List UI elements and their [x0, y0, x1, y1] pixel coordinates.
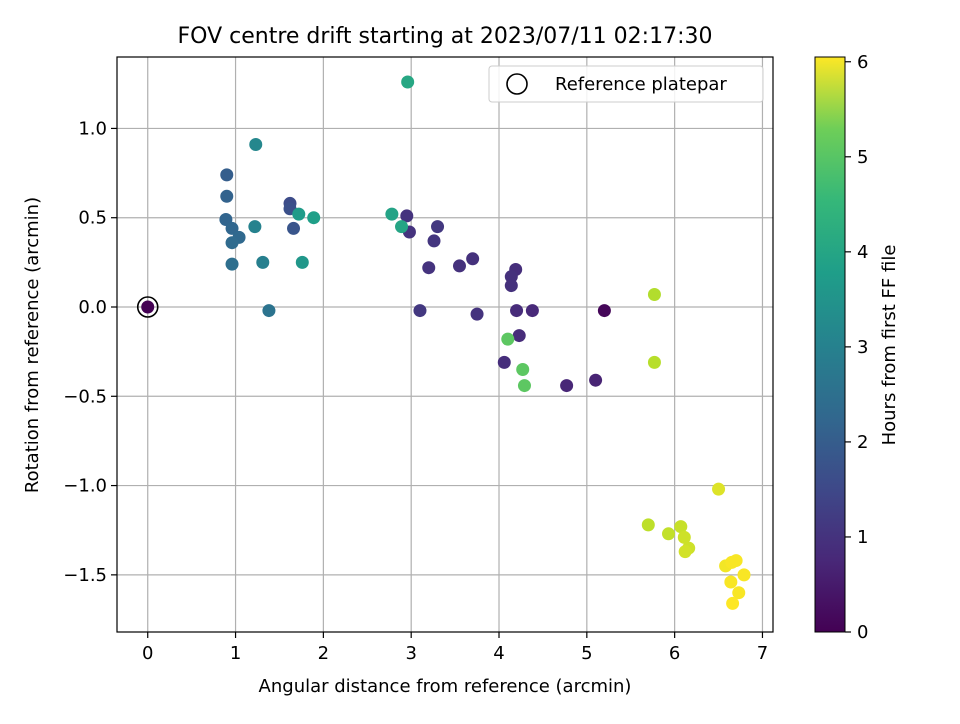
- data-point: [452, 259, 466, 273]
- data-point: [385, 207, 399, 221]
- data-point: [504, 270, 518, 284]
- data-point: [220, 189, 234, 203]
- data-point: [295, 255, 309, 269]
- data-point: [729, 554, 743, 568]
- data-point: [287, 221, 301, 235]
- y-tick-label: −1.5: [63, 565, 107, 586]
- x-tick-label: 6: [669, 643, 680, 664]
- y-axis-label: Rotation from reference (arcmin): [22, 197, 43, 493]
- x-tick-label: 7: [757, 643, 768, 664]
- data-point: [589, 373, 603, 387]
- reference-platepar-marker: [136, 296, 159, 318]
- x-axis-label: Angular distance from reference (arcmin): [259, 676, 632, 697]
- data-point: [677, 530, 691, 544]
- data-point: [307, 211, 321, 225]
- data-point: [512, 329, 526, 343]
- data-point: [647, 355, 661, 369]
- chart-title: FOV centre drift starting at 2023/07/11 …: [178, 24, 713, 49]
- data-point: [248, 220, 262, 234]
- legend: Reference platepar: [488, 65, 764, 103]
- colorbar-label: Hours from first FF file: [879, 245, 900, 446]
- data-point: [724, 575, 738, 589]
- data-point: [678, 545, 692, 559]
- data-point: [292, 207, 306, 221]
- data-point: [641, 518, 655, 532]
- data-point: [516, 363, 530, 376]
- data-point: [504, 279, 518, 293]
- data-point: [597, 304, 611, 318]
- colorbar-tick-label: 1: [857, 527, 868, 548]
- y-tick-label: −0.5: [63, 386, 107, 407]
- data-point: [647, 288, 661, 301]
- data-point: [560, 379, 574, 393]
- x-tick-label: 1: [230, 643, 241, 664]
- data-point: [726, 596, 740, 610]
- y-axis-ticks: −1.5 −1.0 −0.5 0.0 0.5 1.0: [63, 118, 117, 586]
- grid: [117, 57, 773, 632]
- data-point: [427, 234, 441, 248]
- data-point: [413, 304, 427, 318]
- data-point: [501, 332, 515, 346]
- colorbar-tick-label: 3: [857, 337, 868, 358]
- data-point: [400, 209, 414, 223]
- data-point: [249, 138, 263, 151]
- legend-reference-marker-icon: [506, 73, 528, 95]
- x-tick-label: 4: [493, 643, 504, 664]
- data-point: [737, 568, 751, 582]
- data-point: [510, 304, 524, 318]
- data-point: [225, 257, 239, 271]
- x-tick-label: 3: [405, 643, 416, 664]
- x-tick-label: 2: [318, 643, 329, 664]
- data-point: [422, 261, 436, 275]
- data-point: [470, 307, 484, 321]
- colorbar-ticks: 0 1 2 3 4 5 6: [845, 52, 868, 643]
- colorbar-tick-label: 4: [857, 242, 868, 263]
- data-point: [466, 252, 480, 266]
- data-point: [525, 304, 539, 318]
- data-point: [497, 355, 511, 369]
- colorbar-tick-label: 5: [857, 147, 868, 168]
- colorbar-tick-label: 0: [857, 622, 868, 643]
- data-point: [732, 586, 746, 600]
- data-point: [225, 236, 239, 250]
- y-tick-label: 0.0: [78, 297, 107, 318]
- data-point: [401, 75, 415, 89]
- x-tick-label: 5: [581, 643, 592, 664]
- colorbar-tick-label: 2: [857, 432, 868, 453]
- legend-entry-reference: Reference platepar: [555, 74, 727, 95]
- data-points: [136, 75, 751, 610]
- data-point: [395, 220, 409, 234]
- x-tick-label: 0: [142, 643, 153, 664]
- data-point: [712, 482, 726, 496]
- data-point: [661, 527, 675, 541]
- data-point: [517, 379, 531, 393]
- plot-area-frame: [116, 56, 774, 633]
- y-tick-label: 0.5: [78, 208, 107, 229]
- colorbar: [814, 56, 846, 633]
- legend-box: [488, 65, 764, 103]
- data-point: [225, 221, 239, 235]
- data-point: [256, 255, 270, 269]
- y-tick-label: −1.0: [63, 476, 107, 497]
- data-point: [141, 300, 155, 314]
- data-point: [220, 168, 234, 182]
- x-axis-ticks: 0 1 2 3 4 5 6 7: [142, 632, 768, 664]
- data-point: [262, 304, 276, 318]
- data-point: [431, 220, 445, 234]
- colorbar-tick-label: 6: [857, 52, 868, 73]
- y-tick-label: 1.0: [78, 118, 107, 139]
- data-point: [674, 520, 688, 534]
